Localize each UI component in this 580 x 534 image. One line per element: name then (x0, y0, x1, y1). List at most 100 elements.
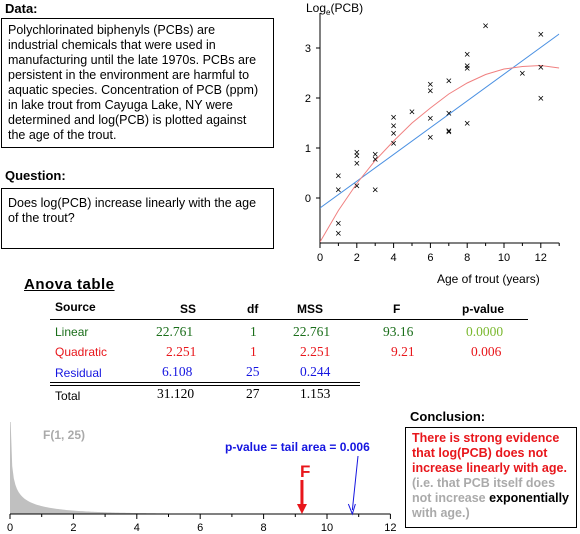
scatter-y-tick-label: 0 (305, 193, 311, 205)
data-point: × (427, 86, 433, 98)
data-point: × (446, 127, 452, 139)
anova-source-quadratic: Quadratic (55, 345, 108, 359)
data-point: × (372, 154, 378, 166)
f-marker-label: F (300, 462, 310, 481)
anova-ss-residual: 6.108 (162, 364, 193, 379)
scatter-x-tick-label: 6 (427, 252, 433, 264)
data-point: × (464, 118, 470, 130)
data-point: × (446, 108, 452, 120)
data-point: × (354, 151, 360, 163)
data-point: × (538, 93, 544, 105)
scatter-y-tick-label: 1 (305, 143, 311, 155)
anova-df-quadratic: 1 (250, 344, 257, 359)
scatter-x-tick-label: 8 (464, 252, 470, 264)
anova-mss-residual: 0.244 (300, 364, 331, 379)
data-point: × (464, 61, 470, 73)
data-point: × (427, 132, 433, 144)
anova-header-f: F (393, 302, 401, 316)
data-point: × (519, 68, 525, 80)
data-point: × (335, 228, 341, 240)
data-point: × (335, 218, 341, 230)
conclusion-paren-close: with age.) (412, 506, 470, 520)
anova-total-divider-2 (50, 385, 360, 386)
fdist-x-tick-label: 10 (321, 522, 333, 534)
anova-title: Anova table (24, 276, 115, 293)
fdist-label: F(1, 25) (43, 428, 85, 442)
data-point: × (390, 138, 396, 150)
anova-source-linear: Linear (55, 325, 89, 339)
data-point: × (390, 112, 396, 124)
data-point: × (446, 76, 452, 88)
fdist-x-tick-label: 12 (384, 522, 396, 534)
anova-df-linear: 1 (250, 324, 257, 339)
anova-header-source: Source (55, 300, 96, 314)
anova-source-residual: Residual (55, 366, 102, 380)
data-point: × (390, 128, 396, 140)
fdist-x-tick-label: 2 (70, 522, 76, 534)
scatter-x-tick-label: 0 (317, 252, 323, 264)
data-point: × (538, 62, 544, 74)
anova-f-linear: 93.16 (383, 324, 414, 339)
pvalue-label: p-value = tail area = 0.006 (225, 440, 370, 454)
data-text: Polychlorinated biphenyls (PCBs) are ind… (8, 23, 259, 142)
f-distribution-plot: F(1, 25) p-value = tail area = 0.006 F 0… (7, 422, 397, 534)
fdist-x-tick-label: 8 (261, 522, 267, 534)
anova-df-residual: 25 (246, 364, 260, 379)
anova-ss-quadratic: 2.251 (166, 344, 197, 359)
question-text-box: Does log(PCB) increase linearly with the… (1, 188, 274, 249)
data-text-box: Polychlorinated biphenyls (PCBs) are ind… (1, 18, 274, 148)
anova-f-quadratic: 9.21 (391, 344, 415, 359)
scatter-y-label: Loge(PCB) (306, 1, 363, 17)
data-point: × (409, 107, 415, 119)
conclusion-box: There is strong evidence that log(PCB) d… (405, 427, 577, 528)
scatter-y-tick-label: 3 (305, 43, 311, 55)
data-point: × (464, 63, 470, 75)
anova-df-total: 27 (246, 386, 260, 401)
data-point: × (482, 21, 488, 33)
anova-header-mss: MSS (297, 302, 324, 316)
fdist-x-tick-label: 6 (197, 522, 203, 534)
anova-source-total: Total (55, 389, 81, 403)
scatter-x-tick-label: 2 (354, 252, 360, 264)
data-point: × (538, 29, 544, 41)
scatter-x-label: Age of trout (years) (437, 272, 540, 286)
pvalue-arrow-shaft (351, 455, 359, 511)
data-point: × (446, 126, 452, 138)
conclusion-main: There is strong evidence that log(PCB) d… (412, 431, 567, 475)
anova-mss-linear: 22.761 (293, 324, 331, 339)
data-point: × (427, 79, 433, 91)
question-text: Does log(PCB) increase linearly with the… (8, 196, 257, 225)
anova-mss-total: 1.153 (300, 386, 331, 401)
pvalue-arrow-head (347, 503, 356, 516)
anova-p-linear: 0.0000 (466, 324, 504, 339)
quadratic-fit-curve (320, 64, 560, 243)
anova-ss-linear: 22.761 (156, 324, 194, 339)
fdist-x-tick-label: 0 (7, 522, 13, 534)
anova-ss-total: 31.120 (157, 386, 195, 401)
scatter-y-tick-label: 2 (305, 93, 311, 105)
data-point: × (354, 158, 360, 170)
data-point: × (372, 185, 378, 197)
scatter-x-tick-label: 12 (535, 252, 547, 264)
anova-header-pvalue: p-value (462, 302, 505, 316)
anova-mss-quadratic: 2.251 (300, 344, 331, 359)
scatter-x-tick-label: 10 (498, 252, 510, 264)
conclusion-paren-open: (i.e. that PCB itself does not increase (412, 476, 556, 505)
anova-header-divider (50, 319, 528, 320)
data-point: × (335, 171, 341, 183)
anova-p-quadratic: 0.006 (471, 344, 502, 359)
data-point: × (354, 147, 360, 159)
fdist-x-tick-label: 4 (134, 522, 140, 534)
data-point: × (464, 49, 470, 61)
anova-total-divider (50, 382, 360, 383)
data-point: × (372, 149, 378, 161)
data-heading: Data: (5, 1, 38, 16)
question-heading: Question: (5, 168, 66, 183)
conclusion-heading: Conclusion: (410, 409, 486, 424)
anova-header-ss: SS (180, 302, 197, 316)
f-value-arrow-head (296, 504, 307, 514)
anova-header-df: df (247, 302, 259, 316)
data-point: × (335, 185, 341, 197)
data-point: × (354, 181, 360, 193)
